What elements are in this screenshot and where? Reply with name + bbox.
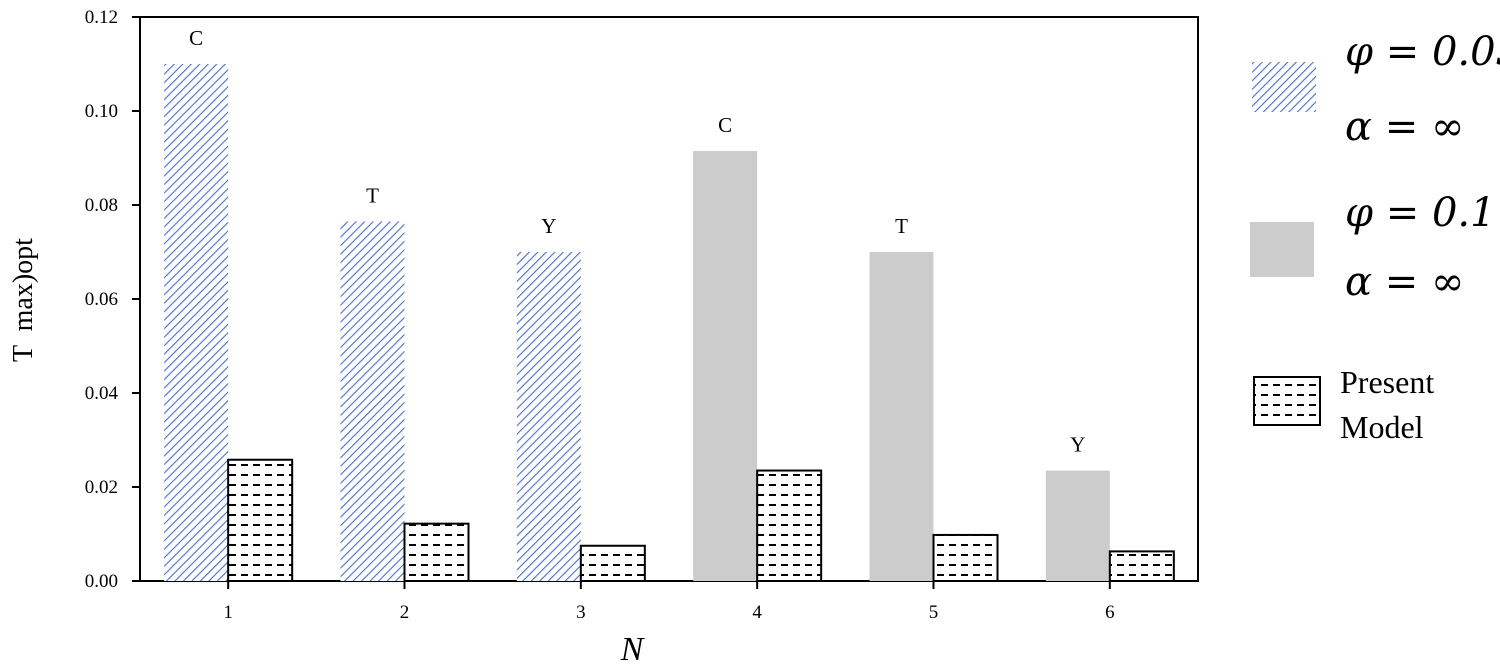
legend-swatch-dash-hatch [1253,376,1321,426]
legend-label-line1: φ = 0.05 [1345,29,1500,75]
x-axis-ticks: 1 2 3 4 5 6 [223,581,1115,623]
bars [164,64,1175,583]
bar-phi-005 [340,221,405,581]
x-tick-label: 1 [223,602,233,623]
legend-item-phi-01: φ = 0.1 α = ∞ [1250,190,1496,305]
bar-data-label: T [895,214,908,238]
y-tick-label: 0.08 [85,195,118,216]
bar-present-model [932,533,999,583]
legend-item-present-model: Present Model [1253,364,1434,445]
x-tick-label: 2 [400,602,410,623]
x-tick-label: 5 [929,602,939,623]
bar-phi-01 [869,252,934,581]
bar-phi-01 [693,150,758,581]
legend-item-phi-005: φ = 0.05 α = ∞ [1252,29,1500,150]
y-axis-ticks: 0.00 0.02 0.04 0.06 0.08 0.10 0.12 [85,7,140,592]
bar-present-model [579,544,646,582]
legend-label-line2: Model [1340,409,1424,445]
bar-present-model [227,458,294,582]
bar-present-model [403,522,470,582]
plot-frame [139,16,1199,582]
x-tick-label: 3 [576,602,586,623]
bar-phi-005 [164,64,229,581]
y-axis-title: T max)opt [8,238,39,362]
bar-data-label: C [718,113,732,137]
legend-label-line2: α = ∞ [1345,104,1464,150]
legend: φ = 0.05 α = ∞ φ = 0.1 α = ∞ Present Mod… [1250,29,1500,445]
bar-data-label: C [189,26,203,50]
bar-data-label: Y [1070,433,1085,457]
y-tick-label: 0.12 [85,7,118,28]
legend-swatch-solid-gray [1250,222,1314,277]
bar-labels: C T Y C T Y [189,26,1085,457]
bar-present-model [756,469,823,582]
y-tick-label: 0.06 [85,289,118,310]
y-tick-label: 0.10 [85,101,118,122]
legend-label-line1: φ = 0.1 [1345,190,1496,236]
legend-swatch-diagonal-hatch [1252,62,1316,112]
y-tick-label: 0.02 [85,477,118,498]
plot-area [139,16,1199,582]
bar-present-model [1108,550,1175,583]
bar-phi-005 [516,252,581,581]
bar-data-label: Y [541,214,556,238]
x-axis-title: N [620,631,646,667]
legend-label-line1: Present [1340,364,1434,400]
x-tick-label: 6 [1105,602,1115,623]
legend-label-line2: α = ∞ [1345,259,1464,305]
bar-data-label: T [366,183,379,207]
y-tick-label: 0.00 [85,571,118,592]
bar-phi-01 [1045,470,1110,581]
x-tick-label: 4 [752,602,762,623]
y-tick-label: 0.04 [85,383,119,404]
